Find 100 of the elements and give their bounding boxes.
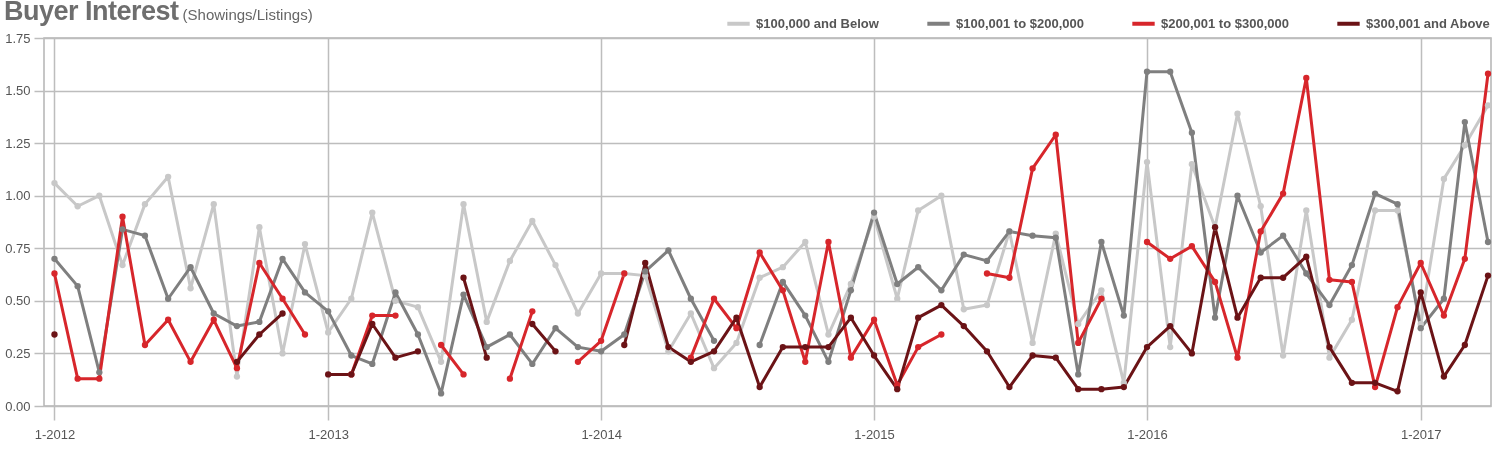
point bbox=[825, 343, 832, 351]
point bbox=[1167, 322, 1174, 330]
point bbox=[1234, 314, 1241, 321]
y-tick-label: 0.25 bbox=[5, 345, 31, 361]
point bbox=[1143, 238, 1151, 246]
point bbox=[1167, 255, 1174, 262]
point bbox=[1461, 255, 1468, 262]
point bbox=[733, 325, 740, 332]
point bbox=[141, 341, 149, 349]
point bbox=[1348, 278, 1356, 286]
point bbox=[870, 352, 878, 359]
point bbox=[1348, 379, 1356, 387]
legend-label: $200,001 to $300,000 bbox=[1161, 15, 1289, 31]
point bbox=[894, 386, 901, 393]
point bbox=[1440, 373, 1448, 380]
legend-label: $300,001 and Above bbox=[1366, 15, 1490, 31]
point bbox=[301, 331, 309, 338]
point bbox=[460, 371, 467, 378]
point bbox=[1417, 289, 1424, 296]
point bbox=[1052, 131, 1059, 138]
point bbox=[437, 341, 445, 349]
point bbox=[687, 358, 695, 365]
point bbox=[460, 274, 467, 281]
point bbox=[279, 310, 286, 317]
point bbox=[1394, 388, 1401, 395]
point bbox=[915, 343, 922, 351]
point bbox=[1394, 304, 1401, 311]
point bbox=[1257, 228, 1264, 235]
point bbox=[279, 295, 286, 302]
point bbox=[756, 249, 763, 256]
point bbox=[1006, 274, 1013, 281]
point bbox=[802, 358, 809, 365]
point bbox=[51, 270, 58, 277]
point bbox=[392, 312, 399, 319]
point bbox=[1257, 274, 1264, 281]
point bbox=[983, 270, 991, 277]
point bbox=[779, 343, 786, 351]
point bbox=[325, 371, 332, 378]
point bbox=[392, 354, 399, 361]
point bbox=[529, 320, 536, 328]
x-tick-label: 1-2017 bbox=[1400, 426, 1442, 442]
point bbox=[983, 348, 991, 355]
point bbox=[96, 375, 103, 382]
point bbox=[1440, 312, 1448, 319]
point bbox=[483, 354, 490, 361]
point bbox=[665, 343, 672, 351]
point bbox=[233, 358, 241, 365]
y-tick-label: 0.00 bbox=[5, 398, 31, 414]
point bbox=[369, 312, 376, 319]
point bbox=[710, 348, 718, 355]
point bbox=[506, 375, 514, 382]
point bbox=[870, 316, 878, 323]
point bbox=[1052, 354, 1059, 361]
x-tick-label: 1-2016 bbox=[1127, 426, 1168, 442]
point bbox=[1371, 379, 1379, 387]
point bbox=[1188, 243, 1196, 250]
point bbox=[1188, 350, 1196, 357]
point bbox=[574, 358, 582, 365]
point bbox=[1120, 383, 1127, 391]
point bbox=[1326, 343, 1333, 351]
chart-title: Buyer Interest bbox=[4, 0, 179, 26]
point bbox=[960, 322, 967, 330]
point bbox=[779, 287, 786, 294]
point bbox=[1303, 74, 1310, 82]
point bbox=[1234, 354, 1241, 361]
point bbox=[621, 341, 628, 349]
point bbox=[552, 348, 559, 355]
x-tick-label: 1-2012 bbox=[34, 426, 76, 442]
point bbox=[164, 316, 172, 323]
point bbox=[1461, 341, 1468, 349]
point bbox=[847, 354, 855, 361]
x-tick-label: 1-2015 bbox=[854, 426, 895, 442]
y-tick-label: 1.00 bbox=[5, 188, 31, 204]
legend-label: $100,001 to $200,000 bbox=[956, 15, 1084, 31]
y-tick-label: 1.25 bbox=[5, 135, 31, 151]
point bbox=[119, 213, 126, 220]
point bbox=[847, 314, 855, 321]
legend-label: $100,000 and Below bbox=[756, 15, 880, 31]
point bbox=[1098, 295, 1105, 302]
point bbox=[256, 331, 263, 338]
point bbox=[938, 301, 945, 309]
point bbox=[825, 238, 832, 246]
point bbox=[210, 316, 217, 323]
point bbox=[1279, 274, 1287, 281]
point bbox=[256, 259, 263, 267]
point bbox=[802, 343, 809, 351]
point bbox=[1303, 253, 1310, 260]
point bbox=[733, 314, 740, 321]
point bbox=[187, 358, 194, 365]
point bbox=[74, 375, 81, 382]
chart-subtitle: (Showings/Listings) bbox=[182, 6, 313, 23]
y-tick-label: 0.50 bbox=[5, 293, 31, 309]
point bbox=[1211, 278, 1219, 286]
point bbox=[1075, 386, 1082, 393]
point bbox=[1029, 352, 1036, 359]
point bbox=[915, 314, 922, 321]
point bbox=[1075, 339, 1082, 347]
point bbox=[1143, 343, 1151, 351]
point bbox=[1029, 165, 1036, 172]
y-tick-label: 0.75 bbox=[5, 240, 31, 256]
